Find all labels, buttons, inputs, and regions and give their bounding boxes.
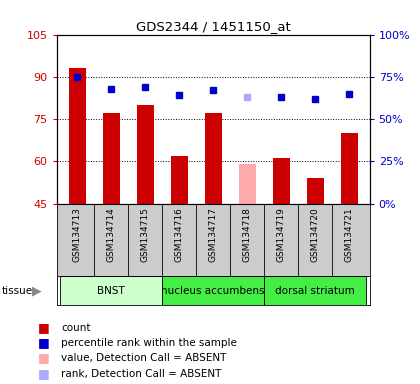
Text: nucleus accumbens: nucleus accumbens bbox=[161, 286, 265, 296]
Text: BNST: BNST bbox=[97, 286, 125, 296]
Bar bbox=[341, 133, 358, 204]
Text: GSM134716: GSM134716 bbox=[175, 207, 184, 262]
Text: ■: ■ bbox=[38, 336, 50, 349]
Text: GSM134720: GSM134720 bbox=[311, 207, 320, 262]
Text: ▶: ▶ bbox=[32, 285, 41, 297]
Text: GSM134718: GSM134718 bbox=[243, 207, 252, 262]
Title: GDS2344 / 1451150_at: GDS2344 / 1451150_at bbox=[136, 20, 291, 33]
Bar bbox=[68, 68, 86, 204]
Text: percentile rank within the sample: percentile rank within the sample bbox=[61, 338, 237, 348]
Text: value, Detection Call = ABSENT: value, Detection Call = ABSENT bbox=[61, 353, 226, 363]
Bar bbox=[171, 156, 188, 204]
Text: dorsal striatum: dorsal striatum bbox=[275, 286, 355, 296]
Bar bbox=[102, 113, 120, 204]
Bar bbox=[273, 159, 290, 204]
Bar bbox=[239, 164, 256, 204]
Text: GSM134721: GSM134721 bbox=[345, 207, 354, 262]
Text: ■: ■ bbox=[38, 367, 50, 380]
Bar bbox=[136, 105, 154, 204]
Text: GSM134719: GSM134719 bbox=[277, 207, 286, 262]
Text: ■: ■ bbox=[38, 321, 50, 334]
Bar bbox=[60, 276, 162, 305]
Text: ■: ■ bbox=[38, 351, 50, 364]
Text: rank, Detection Call = ABSENT: rank, Detection Call = ABSENT bbox=[61, 369, 221, 379]
Text: GSM134717: GSM134717 bbox=[209, 207, 218, 262]
Bar bbox=[205, 113, 222, 204]
Bar bbox=[264, 276, 366, 305]
Text: count: count bbox=[61, 323, 90, 333]
Bar bbox=[307, 178, 324, 204]
Text: tissue: tissue bbox=[2, 286, 33, 296]
Text: GSM134715: GSM134715 bbox=[141, 207, 150, 262]
Text: GSM134714: GSM134714 bbox=[107, 207, 116, 262]
Text: GSM134713: GSM134713 bbox=[73, 207, 81, 262]
Bar bbox=[162, 276, 264, 305]
